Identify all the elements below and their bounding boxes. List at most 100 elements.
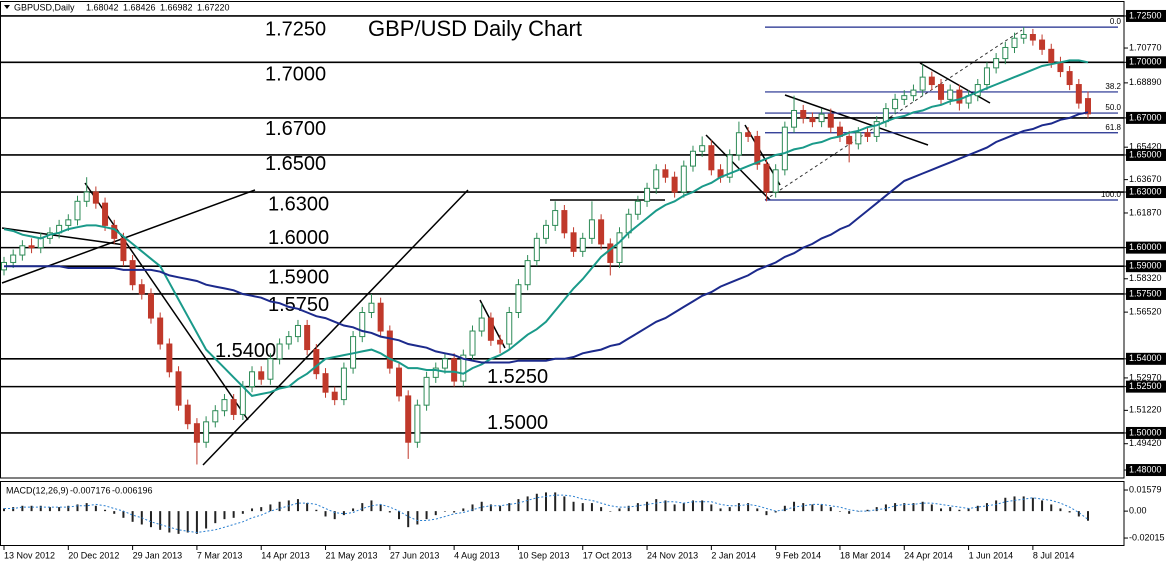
candle-body	[864, 132, 871, 137]
y-tick-label: 1.51220	[1129, 405, 1162, 415]
macd-bar	[1077, 511, 1080, 517]
fib-label: 50.0	[1105, 103, 1121, 112]
candle-body	[258, 371, 265, 380]
macd-bar	[407, 511, 410, 528]
macd-bar	[21, 505, 24, 512]
trend-line	[1, 227, 126, 246]
macd-bar	[306, 503, 309, 512]
candle-body	[781, 126, 788, 171]
x-tick-label: 8 Jul 2014	[1033, 550, 1075, 560]
candle-body	[928, 76, 935, 86]
macd-bar	[820, 504, 823, 512]
macd-bar	[241, 511, 244, 514]
chart-title: GBP/USD Daily Chart	[368, 16, 582, 41]
macd-bar	[94, 505, 97, 512]
fib-label: 38.2	[1105, 82, 1121, 91]
macd-bar	[563, 496, 566, 512]
macd-bar	[48, 507, 51, 512]
candle-body	[882, 108, 889, 123]
candle-body	[827, 113, 834, 128]
candle-body	[396, 367, 403, 397]
candle-body	[919, 76, 926, 91]
candle-body	[83, 191, 90, 202]
macd-bar	[388, 511, 391, 513]
macd-bar	[508, 503, 511, 512]
y-tick-label-box	[1126, 148, 1166, 161]
y-tick-label-box	[1126, 111, 1166, 124]
macd-bar	[737, 503, 740, 512]
macd-bar	[434, 511, 437, 516]
candle-body	[607, 243, 614, 263]
x-tick-label: 13 Nov 2012	[4, 550, 55, 560]
candle-body	[800, 109, 807, 119]
candle-body	[423, 376, 430, 406]
macd-panel-frame	[0, 481, 1125, 546]
trend-line	[784, 94, 929, 146]
y-tick-label: 1.59000	[1129, 261, 1162, 271]
candle-body	[157, 317, 164, 345]
level-label: 1.5750	[268, 294, 329, 316]
candle-body	[1048, 48, 1055, 63]
fib-label: 61.8	[1105, 123, 1121, 132]
y-tick-label: 1.56520	[1129, 307, 1162, 317]
y-tick-label: 1.68890	[1129, 77, 1162, 87]
quote: 1.66982	[160, 2, 193, 12]
candle-body	[166, 343, 173, 373]
candle-body	[616, 232, 623, 263]
macd-bar	[251, 508, 254, 512]
fib-label: 0.0	[1110, 17, 1122, 26]
y-tick-label-box	[1126, 241, 1166, 254]
x-tick-label: 29 Jan 2013	[133, 550, 183, 560]
candle-body	[947, 89, 954, 100]
macd-bar	[517, 499, 520, 512]
candle-body	[598, 219, 605, 245]
macd-bar	[1041, 500, 1044, 512]
candle-body	[432, 367, 439, 378]
macd-bar	[719, 508, 722, 512]
macd-bar	[205, 511, 208, 529]
macd-bar	[1013, 496, 1016, 512]
level-label: 1.5250	[487, 366, 548, 388]
x-tick-label: 24 Nov 2013	[647, 550, 698, 560]
macd-bar	[499, 505, 502, 512]
candle-body	[524, 260, 531, 286]
candle-body	[1066, 71, 1073, 86]
y-tick-label-box	[1126, 186, 1166, 199]
trend-line	[705, 134, 771, 201]
candle-body	[680, 165, 687, 193]
macd-value: -0.007176	[70, 485, 111, 495]
candle-body	[221, 399, 228, 412]
level-label: 1.5400	[215, 340, 276, 362]
moving-average	[3, 59, 1089, 397]
macd-bar	[673, 504, 676, 512]
macd-bar	[903, 503, 906, 512]
candle-body	[533, 237, 540, 262]
candle-body	[377, 302, 384, 332]
macd-bar	[802, 503, 805, 512]
candle-body	[791, 109, 798, 128]
macd-bar	[186, 511, 189, 533]
macd-bar	[85, 503, 88, 512]
x-tick-label: 2 Jan 2014	[711, 550, 756, 560]
macd-bar	[67, 505, 70, 512]
macd-bar	[728, 507, 731, 512]
macd-bar	[976, 505, 979, 512]
candle-body	[772, 169, 779, 193]
x-tick-label: 1 Jun 2014	[969, 550, 1014, 560]
macd-bar	[747, 503, 750, 512]
y-tick-label-box	[1126, 464, 1166, 477]
macd-bar	[352, 508, 355, 512]
x-tick-label: 4 Aug 2013	[454, 550, 500, 560]
trend-line	[202, 189, 469, 466]
macd-bar	[829, 507, 832, 512]
symbol: GBPUSD,Daily	[14, 2, 75, 12]
macd-bar	[443, 511, 446, 512]
candle-body	[809, 117, 816, 123]
macd-bar	[1050, 504, 1053, 512]
candle-body	[671, 176, 678, 193]
y-tick-label: 1.52500	[1129, 381, 1162, 391]
macd-bar	[416, 511, 419, 525]
macd-bar	[590, 503, 593, 512]
macd-bar	[848, 511, 851, 514]
